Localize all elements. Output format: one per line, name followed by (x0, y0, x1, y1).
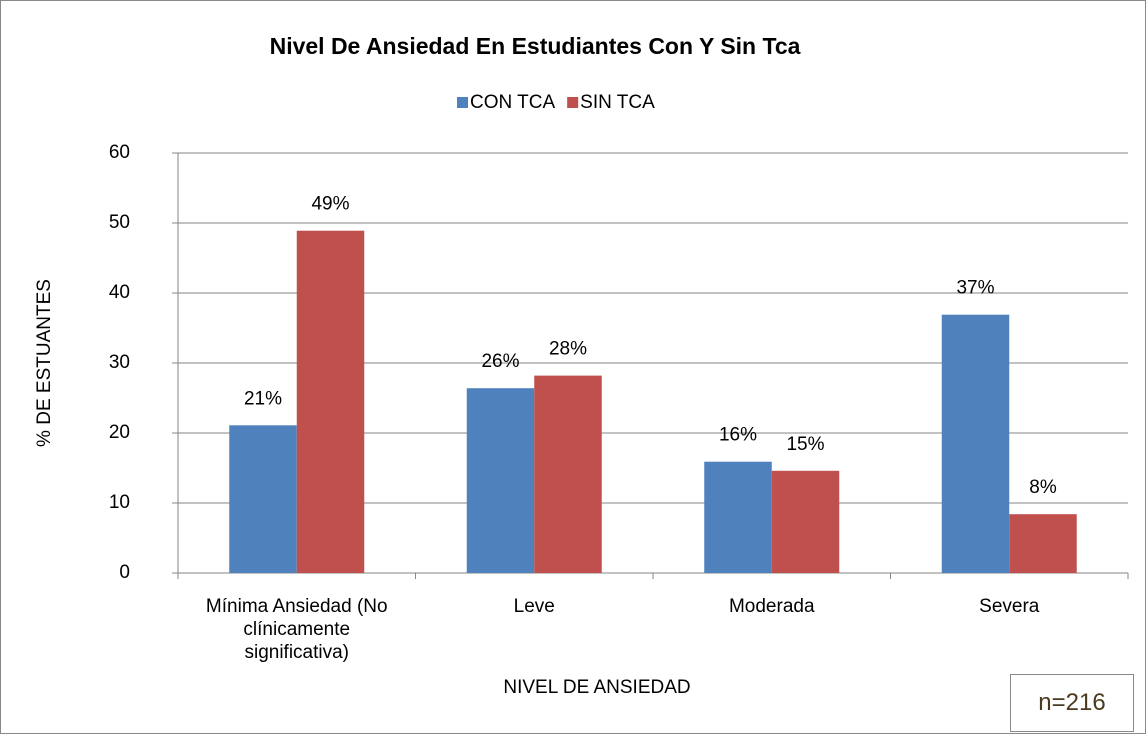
legend-swatch (457, 97, 468, 108)
bar (1009, 514, 1077, 573)
y-tick-label: 10 (109, 492, 130, 513)
y-tick-label: 40 (109, 282, 130, 303)
x-tick-label: Severa (979, 596, 1040, 617)
y-tick-label: 30 (109, 352, 130, 373)
x-tick-label: Mínima Ansiedad (No clínicamente signifi… (205, 596, 388, 663)
bar (771, 470, 840, 573)
data-label: 26% (481, 351, 519, 372)
x-axis-title: NIVEL DE ANSIEDAD (503, 677, 690, 698)
data-label: 8% (1029, 477, 1057, 498)
data-label: 16% (719, 425, 757, 446)
data-label: 37% (956, 278, 994, 299)
y-axis-title: % DE ESTUANTES (34, 279, 55, 447)
bar (229, 425, 297, 573)
bar (704, 461, 772, 573)
x-tick-label: Leve (513, 596, 555, 617)
legend-swatch (567, 97, 579, 108)
sample-size-box: n=216 (1010, 674, 1134, 732)
x-tick-label: Moderada (728, 596, 815, 617)
bar (296, 230, 365, 573)
y-tick-label: 60 (109, 142, 130, 163)
chart-title: Nivel De Ansiedad En Estudiantes Con Y S… (270, 33, 801, 59)
y-tick-label: 50 (109, 212, 130, 233)
y-tick-label: 0 (119, 562, 130, 583)
data-label: 15% (786, 434, 824, 455)
data-label: 28% (549, 339, 587, 360)
y-tick-label: 20 (109, 422, 130, 443)
legend-label: CON TCA (470, 92, 555, 113)
legend-label: SIN TCA (580, 92, 655, 113)
bar (534, 375, 602, 573)
data-label: 49% (311, 194, 349, 215)
data-label: 21% (244, 388, 282, 409)
bar (466, 388, 535, 573)
bar (941, 314, 1010, 573)
